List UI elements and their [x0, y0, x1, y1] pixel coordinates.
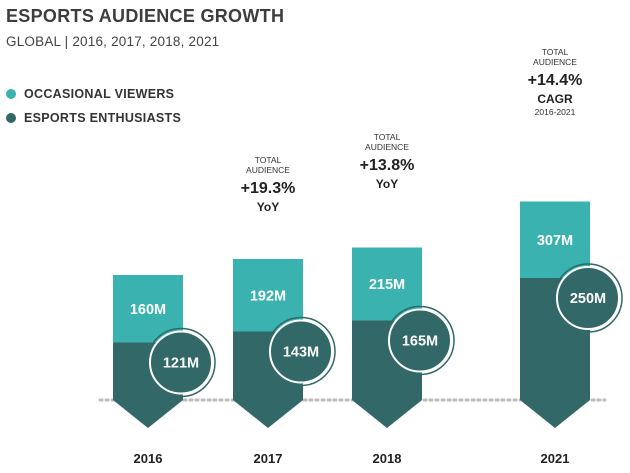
badge-ring [146, 327, 216, 398]
bar-occasional-2016 [113, 275, 183, 343]
chart-title: ESPORTS AUDIENCE GROWTH [6, 6, 285, 26]
data-label-enthusiast: 143M [283, 345, 319, 361]
chart-subtitle: GLOBAL | 2016, 2017, 2018, 2021 [6, 34, 220, 49]
annotation-note: 2016-2021 [535, 107, 576, 117]
annotation-line: TOTAL [542, 47, 569, 57]
data-label-occasional: 307M [537, 233, 573, 249]
annotation-line: TOTAL [255, 155, 282, 165]
tick-label-2021: 2021 [541, 451, 570, 466]
tick-label-2017: 2017 [254, 451, 283, 466]
legend-dot-icon [6, 113, 16, 123]
badge-circle [269, 319, 333, 384]
badge-ring [553, 263, 623, 333]
data-label-enthusiast: 121M [163, 356, 199, 372]
tick-label-2016: 2016 [134, 451, 163, 466]
annotation-value: +14.4% [528, 72, 583, 89]
badge-circle [556, 266, 620, 330]
annotation-value: +19.3% [241, 180, 296, 197]
badge-ring [385, 305, 455, 376]
data-label-occasional: 160M [130, 302, 166, 318]
data-label-enthusiast: 250M [570, 291, 606, 307]
annotation-metric: YoY [257, 200, 279, 214]
annotation-metric: CAGR [537, 92, 573, 106]
annotation-line: AUDIENCE [246, 165, 290, 175]
badge-circle [388, 308, 452, 373]
legend-item-occasional: OCCASIONAL VIEWERS [6, 82, 181, 106]
legend: OCCASIONAL VIEWERS ESPORTS ENTHUSIASTS [6, 82, 181, 130]
legend-dot-icon [6, 89, 16, 99]
annotation-value: +13.8% [360, 157, 415, 174]
annotation-metric: YoY [376, 177, 398, 191]
annotation-line: AUDIENCE [533, 57, 577, 67]
legend-label: ESPORTS ENTHUSIASTS [24, 111, 182, 125]
annotation-line: TOTAL [374, 132, 401, 142]
legend-label: OCCASIONAL VIEWERS [24, 87, 175, 101]
data-label-enthusiast: 165M [402, 334, 438, 350]
data-label-occasional: 215M [369, 277, 405, 293]
annotation-line: AUDIENCE [365, 142, 409, 152]
badge-circle [149, 330, 213, 395]
tick-label-2018: 2018 [373, 451, 402, 466]
data-label-occasional: 192M [250, 288, 286, 304]
legend-item-enthusiasts: ESPORTS ENTHUSIASTS [6, 106, 181, 130]
badge-ring [266, 316, 336, 387]
